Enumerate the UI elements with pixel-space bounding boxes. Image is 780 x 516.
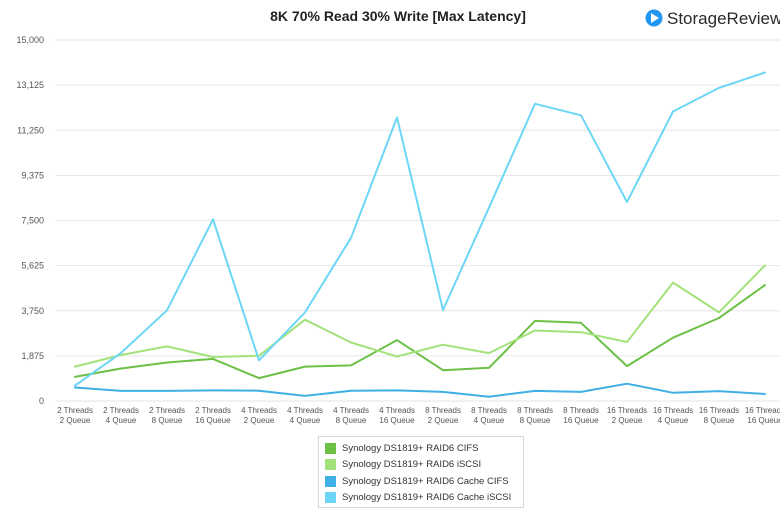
- x-tick-line: 4 Threads: [287, 406, 323, 415]
- legend-swatch: [325, 492, 336, 504]
- x-tick-line: 2 Queue: [244, 416, 275, 425]
- series-line: [74, 264, 766, 368]
- legend-swatch: [325, 442, 336, 454]
- x-tick-line: 8 Queue: [520, 416, 551, 425]
- legend-label: Synology DS1819+ RAID6 Cache CIFS: [342, 475, 509, 487]
- x-tick-label: 2 Threads 4 Queue: [103, 406, 139, 425]
- legend-label: Synology DS1819+ RAID6 Cache iSCSI: [342, 492, 512, 504]
- x-tick-label: 8 Threads 4 Queue: [471, 406, 507, 425]
- legend-label: Synology DS1819+ RAID6 CIFS: [342, 442, 479, 454]
- x-tick-line: 4 Queue: [290, 416, 321, 425]
- y-axis-label-container: [0, 170, 4, 260]
- chart-title: 8K 70% Read 30% Write [Max Latency]: [270, 8, 526, 24]
- x-tick-line: 2 Queue: [60, 416, 91, 425]
- x-tick-line: 4 Threads: [379, 406, 415, 415]
- x-tick-label: 4 Threads 8 Queue: [333, 406, 369, 425]
- legend: Synology DS1819+ RAID6 CIFS Synology DS1…: [318, 436, 524, 508]
- x-tick-line: 4 Queue: [658, 416, 689, 425]
- y-tick-label: 13,125: [16, 80, 44, 90]
- x-tick-line: 16 Queue: [747, 416, 780, 425]
- x-tick-line: 4 Threads: [333, 406, 369, 415]
- x-tick-line: 4 Threads: [241, 406, 277, 415]
- x-tick-label: 8 Threads 16 Queue: [563, 406, 599, 425]
- x-tick-label: 4 Threads 4 Queue: [287, 406, 323, 425]
- y-tick-label: 3,750: [21, 306, 44, 316]
- legend-swatch: [325, 459, 336, 471]
- x-tick-label: 2 Threads 2 Queue: [57, 406, 93, 425]
- x-tick-line: 2 Threads: [103, 406, 139, 415]
- legend-item[interactable]: Synology DS1819+ RAID6 iSCSI: [325, 457, 517, 474]
- y-tick-label: 1,875: [21, 351, 44, 361]
- x-tick-label: 2 Threads 16 Queue: [195, 406, 231, 425]
- x-tick-line: 2 Queue: [612, 416, 643, 425]
- x-tick-line: 16 Threads: [699, 406, 739, 415]
- x-tick-label: 8 Threads 2 Queue: [425, 406, 461, 425]
- x-tick-line: 4 Queue: [106, 416, 137, 425]
- series-line: [74, 382, 766, 398]
- y-tick-label: 11,250: [17, 125, 44, 135]
- x-tick-line: 16 Queue: [563, 416, 599, 425]
- legend-item[interactable]: Synology DS1819+ RAID6 CIFS: [325, 440, 517, 457]
- x-tick-line: 2 Threads: [195, 406, 231, 415]
- x-tick-line: 16 Threads: [607, 406, 647, 415]
- x-tick-line: 4 Queue: [474, 416, 505, 425]
- y-tick-label: 7,500: [21, 216, 44, 226]
- brand-logo: StorageReview: [645, 9, 780, 28]
- x-tick-line: 8 Threads: [517, 406, 553, 415]
- y-tick-label: 5,625: [21, 261, 44, 271]
- x-tick-label: 4 Threads 2 Queue: [241, 406, 277, 425]
- x-tick-line: 16 Queue: [195, 416, 231, 425]
- legend-item[interactable]: Synology DS1819+ RAID6 Cache iSCSI: [325, 490, 517, 507]
- x-tick-line: 16 Threads: [745, 406, 780, 415]
- x-tick-line: 2 Threads: [149, 406, 185, 415]
- x-tick-line: 2 Queue: [428, 416, 459, 425]
- x-tick-line: 8 Queue: [336, 416, 367, 425]
- x-tick-label: 8 Threads 8 Queue: [517, 406, 553, 425]
- x-tick-line: 16 Queue: [379, 416, 415, 425]
- brand-logo-mark: [651, 13, 659, 23]
- legend-swatch: [325, 475, 336, 487]
- y-tick-label: 0: [39, 396, 44, 406]
- x-tick-line: 8 Queue: [152, 416, 183, 425]
- x-tick-label: 16 Threads 4 Queue: [653, 406, 693, 425]
- x-tick-line: 8 Threads: [471, 406, 507, 415]
- x-tick-line: 8 Threads: [563, 406, 599, 415]
- series-line: [74, 284, 766, 380]
- x-tick-line: 8 Threads: [425, 406, 461, 415]
- x-tick-label: 16 Threads 8 Queue: [699, 406, 739, 425]
- y-axis-ticks: 0 1,875 3,750 5,625 7,500 9,375 11,250 13,125 15…: [16, 35, 44, 406]
- x-tick-label: 4 Threads 16 Queue: [379, 406, 415, 425]
- y-tick-label: 9,375: [21, 170, 44, 180]
- series-lines: [74, 71, 766, 398]
- x-tick-label: 16 Threads 2 Queue: [607, 406, 647, 425]
- legend-label: Synology DS1819+ RAID6 iSCSI: [342, 459, 482, 471]
- brand-name: StorageReview: [667, 9, 780, 28]
- x-tick-line: 16 Threads: [653, 406, 693, 415]
- x-tick-label: 2 Threads 8 Queue: [149, 406, 185, 425]
- x-tick-line: 2 Threads: [57, 406, 93, 415]
- series-line: [74, 71, 766, 387]
- y-tick-label: 15,000: [16, 35, 44, 45]
- x-tick-line: 8 Queue: [704, 416, 735, 425]
- legend-item[interactable]: Synology DS1819+ RAID6 Cache CIFS: [325, 473, 517, 490]
- gridlines: [55, 39, 780, 402]
